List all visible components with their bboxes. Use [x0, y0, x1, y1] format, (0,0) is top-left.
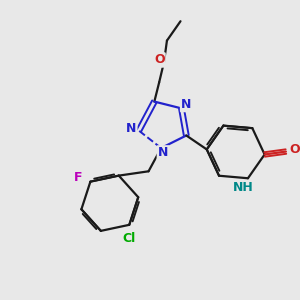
Text: O: O: [289, 143, 300, 156]
Text: O: O: [154, 53, 164, 67]
Text: N: N: [158, 146, 168, 159]
Text: F: F: [74, 171, 82, 184]
Text: N: N: [181, 98, 191, 111]
Text: Cl: Cl: [123, 232, 136, 245]
Text: N: N: [126, 122, 136, 135]
Text: NH: NH: [233, 182, 254, 194]
